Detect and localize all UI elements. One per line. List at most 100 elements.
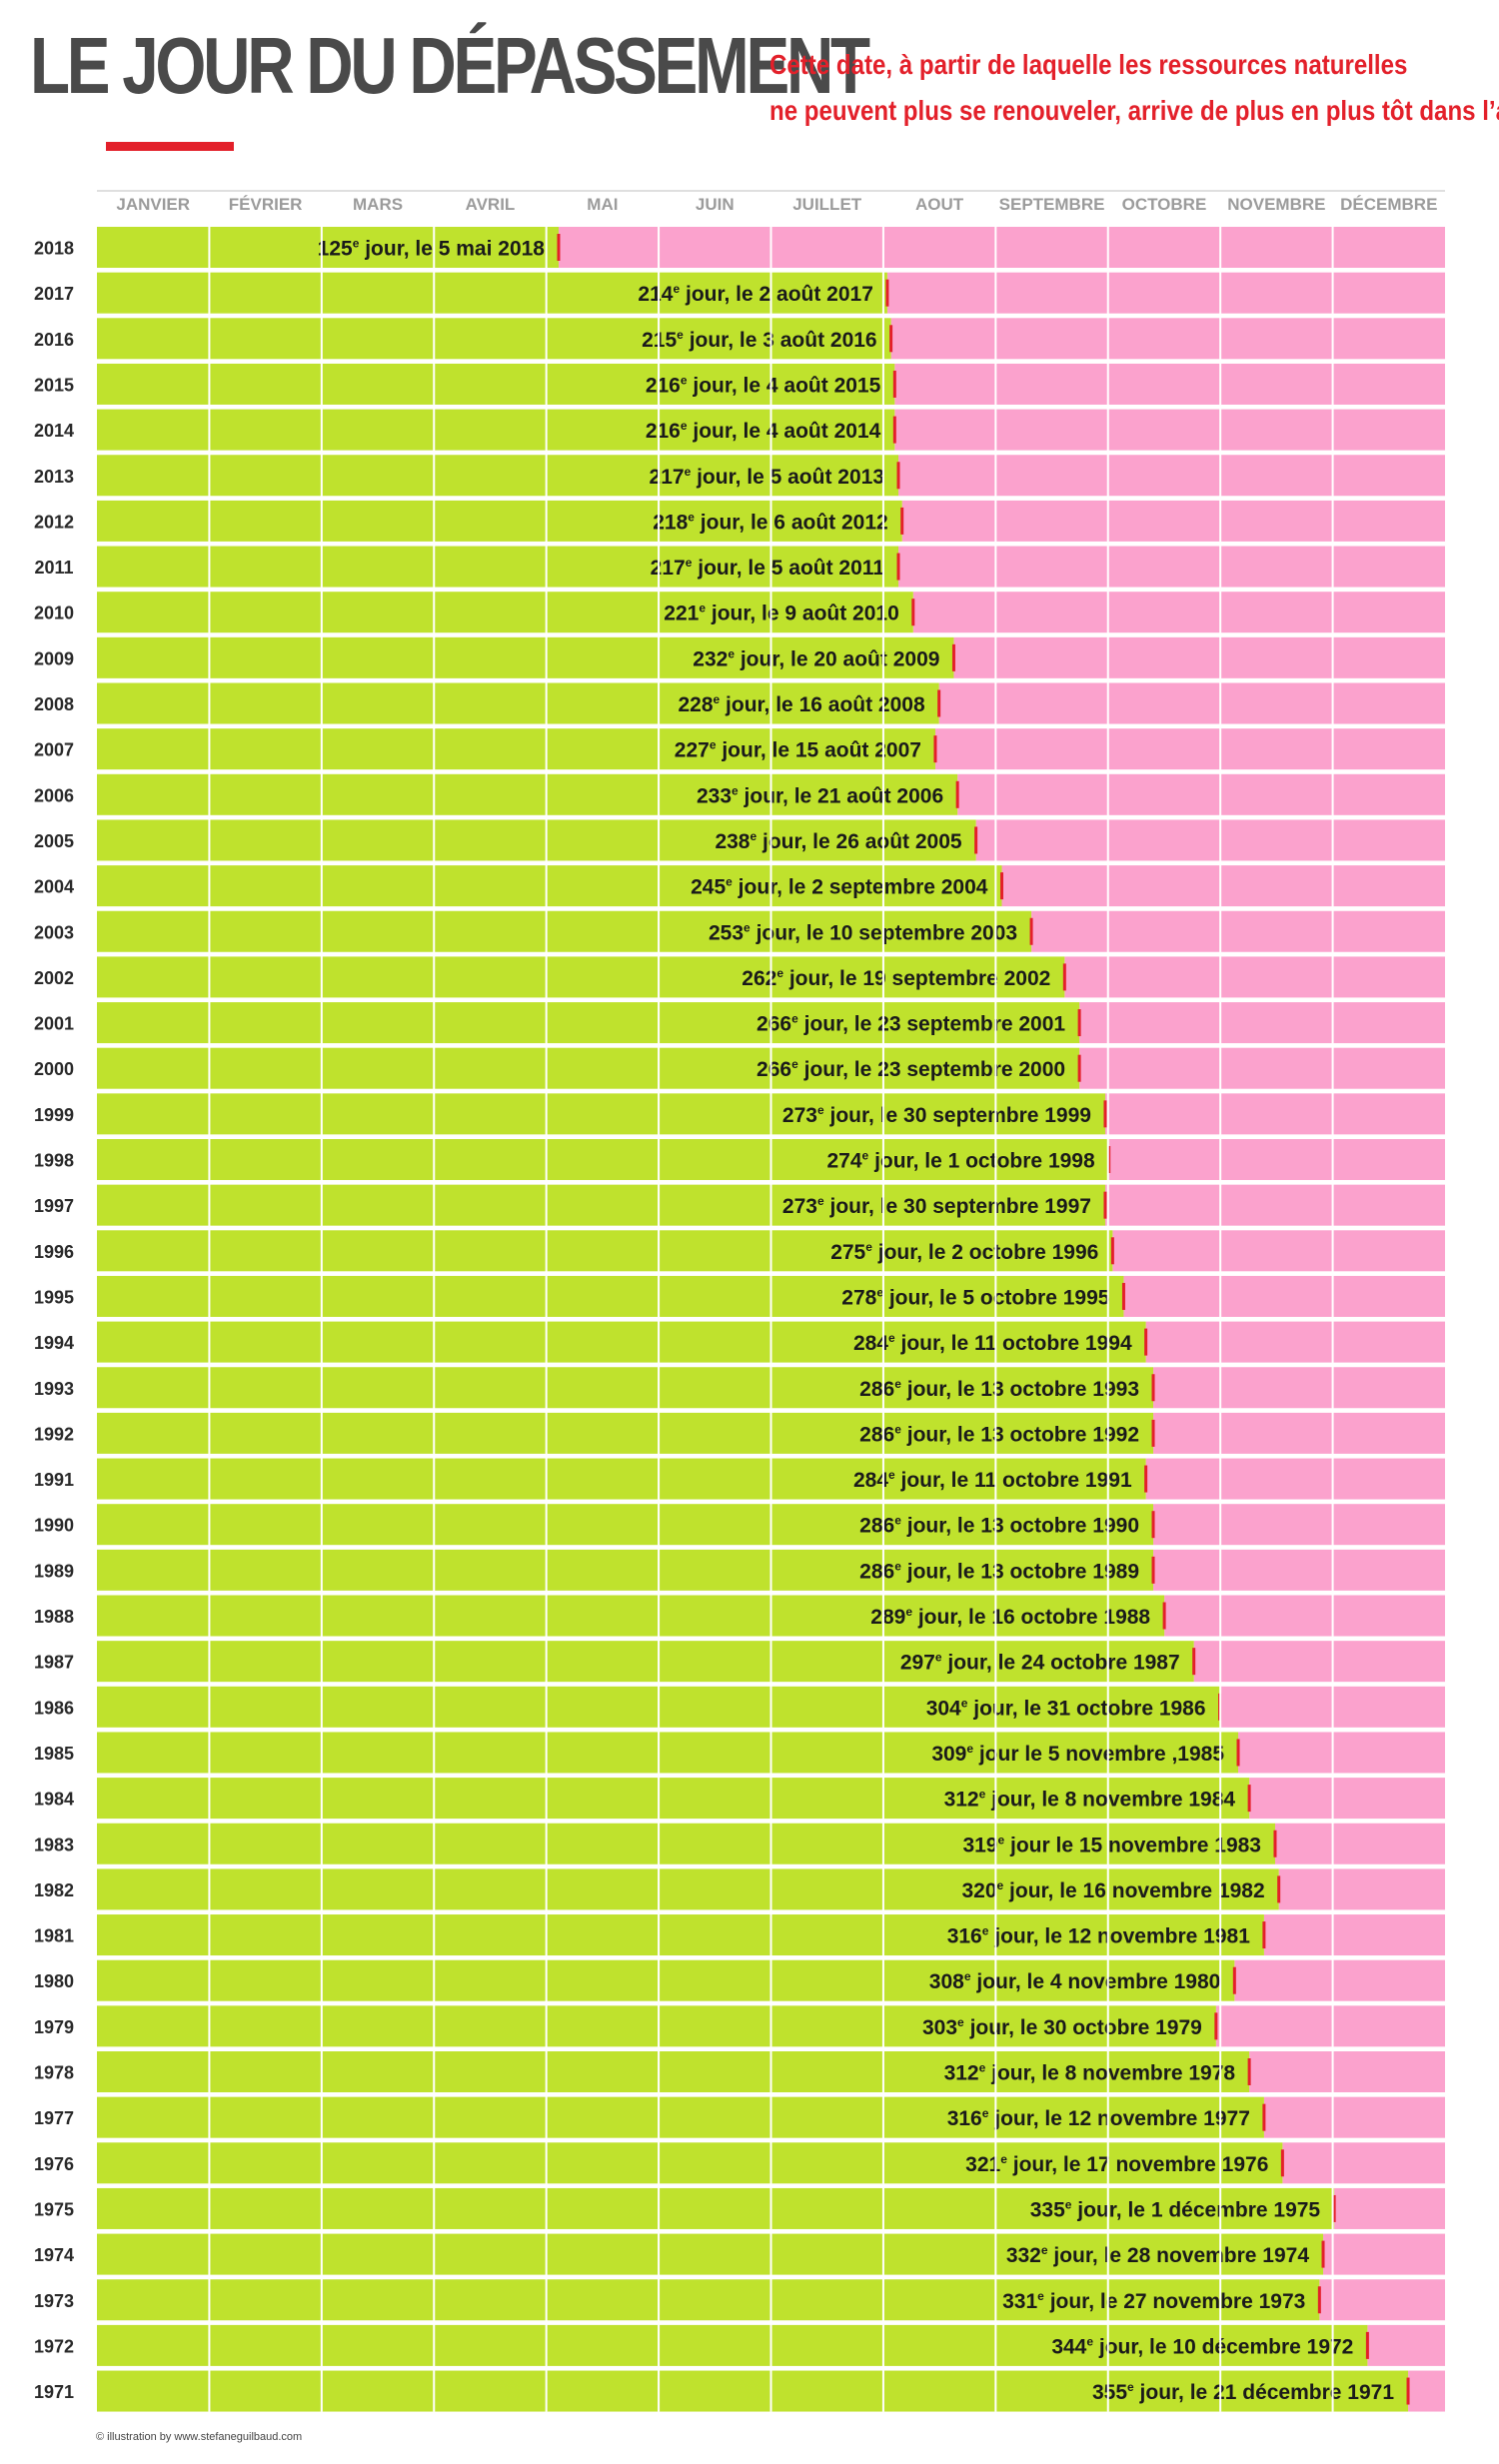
bar-value-label: 312e jour, le 8 novembre 1984 [944, 1788, 1236, 1812]
bar-value-label: 266e jour, le 23 septembre 2001 [756, 1012, 1065, 1036]
overshoot-marker [999, 872, 1003, 900]
bar-value-label: 278e jour, le 5 octobre 1995 [841, 1285, 1109, 1309]
overshoot-bar [1249, 1778, 1445, 1820]
overshoot-marker [1262, 1921, 1266, 1949]
overshoot-bar [1234, 1959, 1445, 2001]
year-label: 2004 [34, 877, 74, 897]
year-label: 1984 [34, 1790, 74, 1810]
overshoot-marker [1077, 1009, 1081, 1037]
bar-value-label: 321e jour, le 17 novembre 1976 [965, 2152, 1268, 2176]
regenerative-bar [97, 2233, 1324, 2275]
regenerative-bar [97, 2051, 1250, 2092]
overshoot-marker [1277, 1875, 1281, 1903]
year-label: 2015 [34, 375, 74, 395]
overshoot-marker [1077, 1054, 1081, 1082]
month-label: AOUT [915, 195, 964, 214]
year-label: 1980 [34, 1971, 74, 1991]
bar-value-label: 262e jour, le 19 septembre 2002 [742, 966, 1050, 990]
regenerative-bar [97, 2279, 1320, 2321]
regenerative-bar [97, 819, 976, 861]
year-label: 1992 [34, 1424, 74, 1444]
bar-value-label: 297e jour, le 24 octobre 1987 [900, 1651, 1180, 1675]
overshoot-marker [1262, 2103, 1266, 2131]
overshoot-marker [1280, 2149, 1284, 2177]
overshoot-marker [900, 507, 904, 535]
year-label: 1994 [34, 1333, 74, 1353]
year-label: 1977 [34, 2108, 74, 2128]
regenerative-bar [97, 318, 891, 360]
regenerative-bar [97, 1778, 1250, 1820]
bar-value-label: 216e jour, le 4 août 2015 [646, 373, 881, 397]
regenerative-bar [97, 910, 1032, 952]
overshoot-marker [974, 826, 978, 854]
regenerative-bar [97, 1002, 1080, 1044]
overshoot-bar [1278, 1868, 1445, 1910]
overshoot-marker [892, 370, 896, 398]
subtitle: Cette date, à partir de laquelle les res… [769, 42, 1499, 134]
overshoot-bar [1145, 1321, 1445, 1363]
regenerative-bar [97, 1914, 1264, 1956]
overshoot-marker [933, 735, 937, 763]
overshoot-bar [957, 773, 1445, 815]
regenerative-bar [97, 1458, 1146, 1500]
regenerative-bar [97, 1595, 1165, 1637]
year-label: 2010 [34, 604, 74, 623]
regenerative-bar [97, 1732, 1239, 1774]
regenerative-bar [97, 1047, 1080, 1089]
regenerative-bar [97, 500, 902, 542]
bar-value-label: 344e jour, le 10 décembre 1972 [1051, 2334, 1353, 2358]
year-label: 2002 [34, 968, 74, 988]
overshoot-bar [938, 682, 1445, 724]
year-label: 1982 [34, 1880, 74, 1900]
bar-value-label: 218e jour, le 6 août 2012 [653, 510, 887, 534]
month-label: DÉCEMBRE [1340, 195, 1437, 214]
year-label: 1973 [34, 2291, 74, 2311]
overshoot-marker [1062, 963, 1066, 991]
bar-value-label: 245e jour, le 2 septembre 2004 [691, 875, 988, 899]
regenerative-bar [97, 2324, 1368, 2366]
regenerative-bar [97, 1275, 1124, 1317]
year-label: 2013 [34, 467, 74, 487]
overshoot-marker [1365, 2331, 1369, 2359]
overshoot-marker [937, 689, 941, 717]
overshoot-bar [1153, 1504, 1445, 1546]
bar-value-label: 312e jour, le 8 novembre 1978 [944, 2061, 1236, 2085]
year-label: 1975 [34, 2199, 74, 2219]
overshoot-marker [1121, 1282, 1125, 1310]
bar-value-label: 308e jour, le 4 novembre 1980 [929, 1969, 1221, 1993]
regenerative-bar [97, 2370, 1409, 2412]
month-label: JANVIER [116, 195, 190, 214]
bar-value-label: 331e jour, le 27 novembre 1973 [1002, 2289, 1305, 2313]
regenerative-bar [97, 865, 1002, 907]
bar-value-label: 286e jour, le 13 octobre 1990 [859, 1514, 1139, 1538]
bar-value-label: 273e jour, le 30 septembre 1997 [782, 1194, 1091, 1218]
regenerative-bar [97, 1367, 1154, 1409]
overshoot-marker [1029, 917, 1033, 945]
bar-value-label: 309e jour le 5 novembre ,1985 [931, 1742, 1224, 1766]
year-label: 1987 [34, 1653, 74, 1673]
bar-value-label: 304e jour, le 31 octobre 1986 [926, 1696, 1206, 1720]
overshoot-marker [889, 325, 893, 353]
overshoot-bar [1193, 1641, 1445, 1683]
year-label: 1990 [34, 1516, 74, 1536]
overshoot-marker [1144, 1328, 1148, 1356]
overshoot-marker [1151, 1374, 1155, 1402]
regenerative-bar [97, 773, 958, 815]
bar-value-label: 316e jour, le 12 novembre 1977 [947, 2106, 1250, 2130]
bar-value-label: 266e jour, le 23 septembre 2000 [756, 1057, 1065, 1081]
month-label: JUILLET [792, 195, 862, 214]
year-label: 1993 [34, 1379, 74, 1399]
bar-value-label: 221e jour, le 9 août 2010 [664, 602, 898, 625]
year-label: 1974 [34, 2245, 74, 2265]
regenerative-bar [97, 409, 895, 451]
regenerative-bar [97, 1184, 1105, 1226]
overshoot-bar [901, 500, 1445, 542]
overshoot-marker [1151, 1419, 1155, 1447]
year-label: 1971 [34, 2382, 74, 2402]
year-label: 1998 [34, 1151, 74, 1171]
year-label: 2017 [34, 284, 74, 304]
bar-value-label: 286e jour, le 13 octobre 1989 [859, 1559, 1139, 1583]
month-label: AVRIL [466, 195, 516, 214]
overshoot-bar [1145, 1458, 1445, 1500]
